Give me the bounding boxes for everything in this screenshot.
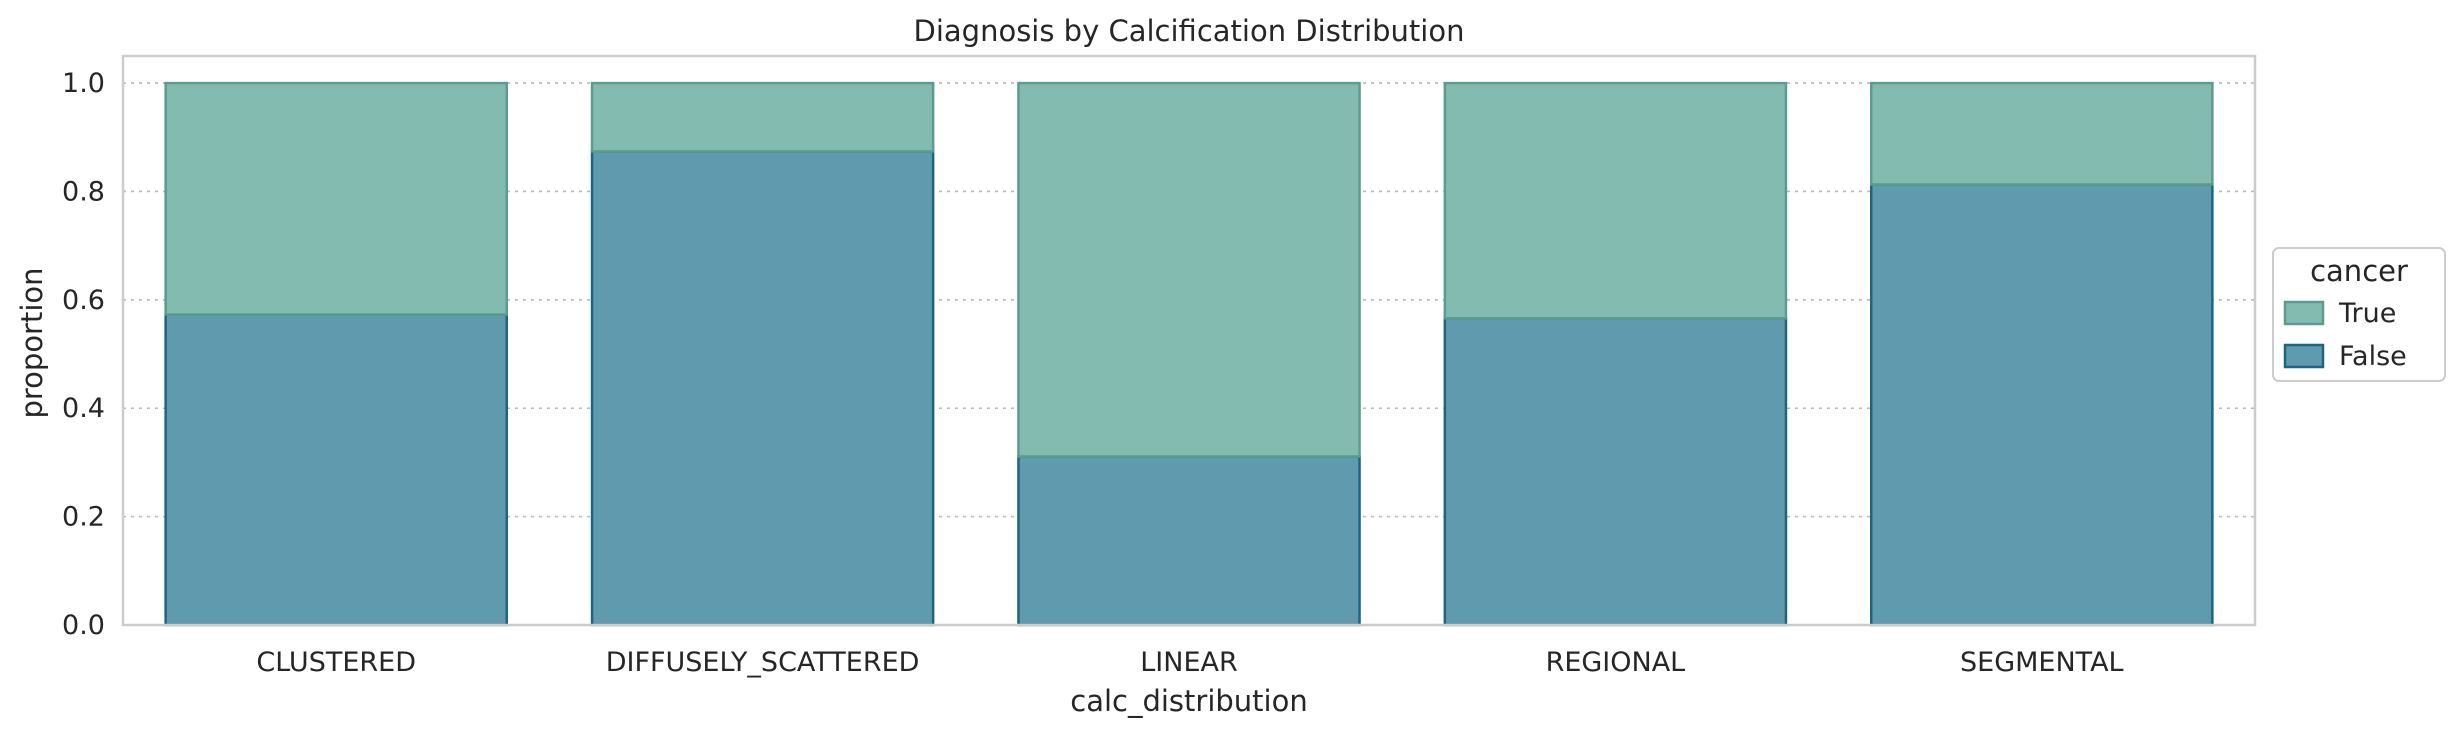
bar-true-linear xyxy=(1017,81,1361,458)
bar-false-clustered xyxy=(164,313,509,627)
x-tick-label: SEGMENTAL xyxy=(1960,647,2124,678)
legend: cancer True False xyxy=(2272,247,2446,382)
x-tick-label: LINEAR xyxy=(1140,647,1238,678)
y-tick-label: 0.6 xyxy=(62,285,105,316)
bars xyxy=(164,81,2214,627)
y-tick-label: 0.8 xyxy=(62,176,105,207)
legend-label-false: False xyxy=(2339,341,2407,372)
x-tick-label: DIFFUSELY_SCATTERED xyxy=(606,647,920,678)
bar-true-diffusely_scattered xyxy=(590,81,935,153)
plot-area-border xyxy=(121,54,2257,627)
plot-frame xyxy=(121,54,2257,627)
y-axis-ticks: 0.0 0.2 0.4 0.6 0.8 1.0 xyxy=(62,68,105,641)
chart-title: Diagnosis by Calcification Distribution xyxy=(914,14,1465,48)
bar-true-segmental xyxy=(1869,81,2214,186)
legend-swatch-true xyxy=(2283,300,2325,326)
legend-title: cancer xyxy=(2310,254,2408,288)
x-axis-label: calc_distribution xyxy=(1070,684,1307,718)
x-tick-label: REGIONAL xyxy=(1546,647,1686,678)
bar-true-clustered xyxy=(164,81,509,316)
x-tick-label: CLUSTERED xyxy=(256,647,416,678)
bar-false-diffusely_scattered xyxy=(590,150,935,627)
y-tick-label: 0.0 xyxy=(62,610,105,641)
bar-false-segmental xyxy=(1869,183,2214,627)
y-tick-label: 1.0 xyxy=(62,68,105,99)
legend-swatch-false xyxy=(2283,343,2325,369)
bar-false-linear xyxy=(1017,455,1361,627)
y-tick-label: 0.4 xyxy=(62,393,105,424)
x-axis-ticks: CLUSTERED DIFFUSELY_SCATTERED LINEAR REGION… xyxy=(256,647,2123,678)
bar-false-regional xyxy=(1443,317,1788,627)
bar-true-regional xyxy=(1443,81,1788,320)
legend-entries: True False xyxy=(2283,298,2407,372)
y-axis-label: proportion xyxy=(15,267,49,418)
legend-label-true: True xyxy=(2338,298,2396,329)
y-tick-label: 0.2 xyxy=(62,502,105,533)
